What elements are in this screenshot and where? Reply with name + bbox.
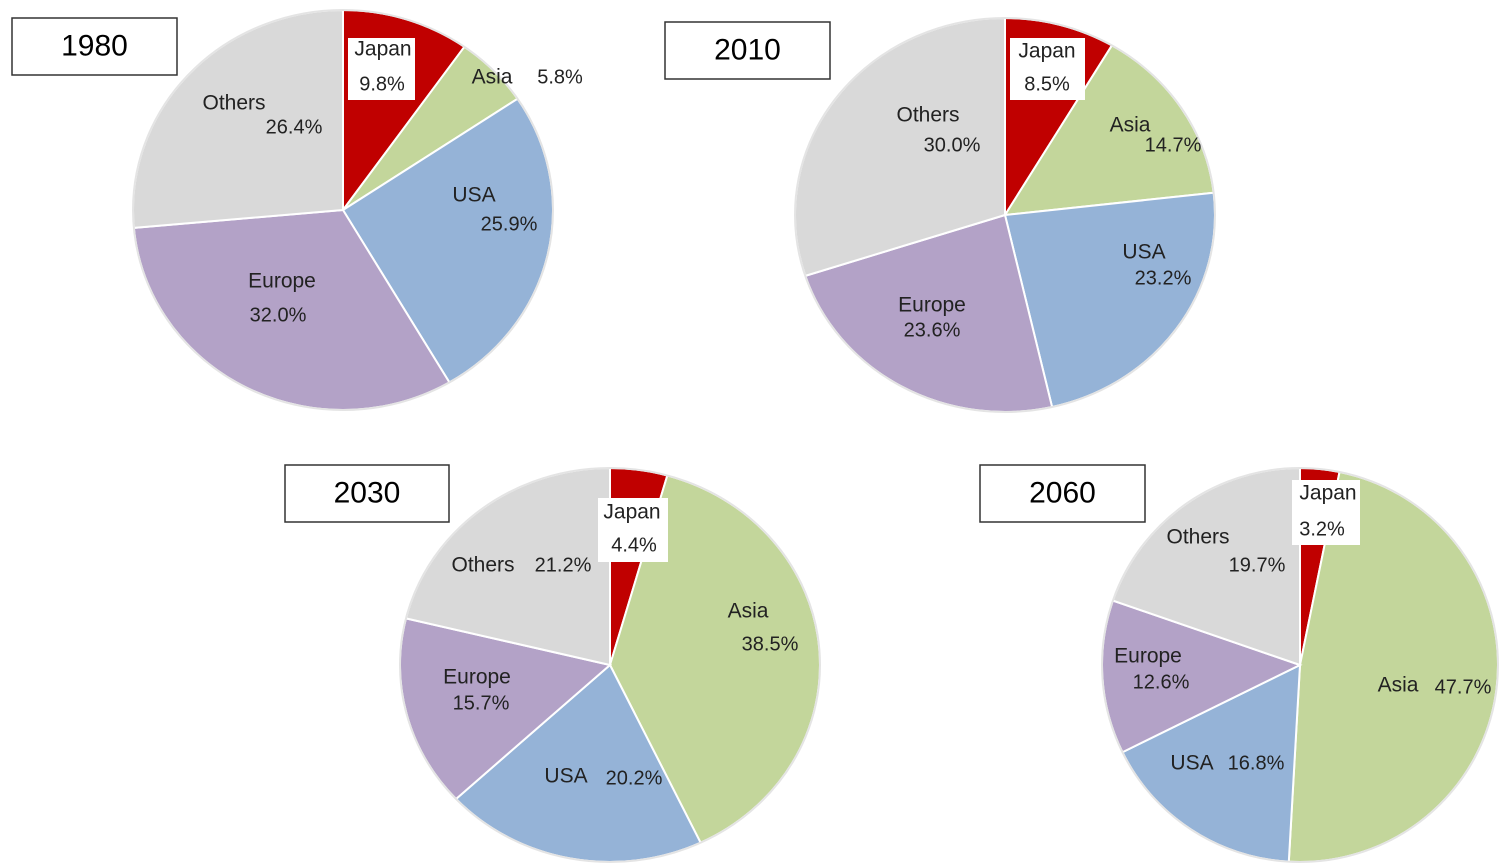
slice-value: 19.7% <box>1229 554 1286 576</box>
slice-label: USA <box>1122 241 1165 264</box>
slice-value: 14.7% <box>1145 134 1202 156</box>
slice-value: 9.8% <box>359 73 405 95</box>
chart-title: 2060 <box>1029 476 1096 509</box>
slice-value: 25.9% <box>481 213 538 235</box>
pie-outline <box>1101 467 1499 863</box>
chart-title: 2010 <box>714 33 781 66</box>
pie-outline <box>399 467 821 863</box>
slice-value: 16.8% <box>1228 752 1285 774</box>
slice-label: Europe <box>248 270 316 293</box>
slice-label: USA <box>544 765 587 788</box>
japan-label-box <box>1292 480 1360 545</box>
title-box <box>979 464 1146 523</box>
slice-value: 47.7% <box>1435 676 1492 698</box>
slice-value: 21.2% <box>535 554 592 576</box>
slice-label: Japan <box>1018 40 1075 63</box>
pie-outline <box>794 17 1216 413</box>
slice-label: Others <box>451 554 514 577</box>
slice-value: 3.2% <box>1299 518 1345 540</box>
slice-value: 38.5% <box>742 633 799 655</box>
slice-value: 4.4% <box>611 534 657 556</box>
chart-title: 2030 <box>334 476 401 509</box>
slice-label: Europe <box>1114 645 1182 668</box>
japan-label-box <box>1010 38 1085 100</box>
slice-value: 12.6% <box>1133 671 1190 693</box>
slice-label: Others <box>202 92 265 115</box>
slice-value: 32.0% <box>250 304 307 326</box>
japan-label-box <box>598 498 668 562</box>
slice-label: Europe <box>898 294 966 317</box>
slice-value: 5.8% <box>537 66 583 88</box>
slice-value: 15.7% <box>453 692 510 714</box>
slice-label: Others <box>896 104 959 127</box>
slice-value: 23.2% <box>1135 267 1192 289</box>
slice-label: Japan <box>1299 482 1356 505</box>
slice-label: USA <box>452 184 495 207</box>
slice-label: Asia <box>728 600 769 623</box>
title-box <box>284 464 450 523</box>
japan-label-box <box>348 38 415 100</box>
slice-label: USA <box>1170 752 1213 775</box>
slice-label: Asia <box>1378 674 1419 697</box>
slice-value: 26.4% <box>266 116 323 138</box>
title-box <box>664 21 831 80</box>
slice-value: 20.2% <box>606 767 663 789</box>
title-box <box>11 17 178 76</box>
slice-value: 23.6% <box>904 319 961 341</box>
slice-value: 8.5% <box>1024 73 1070 95</box>
slice-value: 30.0% <box>924 134 981 156</box>
slice-label: Asia <box>1110 114 1151 137</box>
slice-label: Others <box>1166 526 1229 549</box>
pie-outline <box>132 9 554 411</box>
slice-label: Europe <box>443 666 511 689</box>
slice-label: Asia <box>472 66 513 89</box>
slice-label: Japan <box>354 38 411 61</box>
chart-title: 1980 <box>61 29 128 62</box>
slice-label: Japan <box>603 501 660 524</box>
